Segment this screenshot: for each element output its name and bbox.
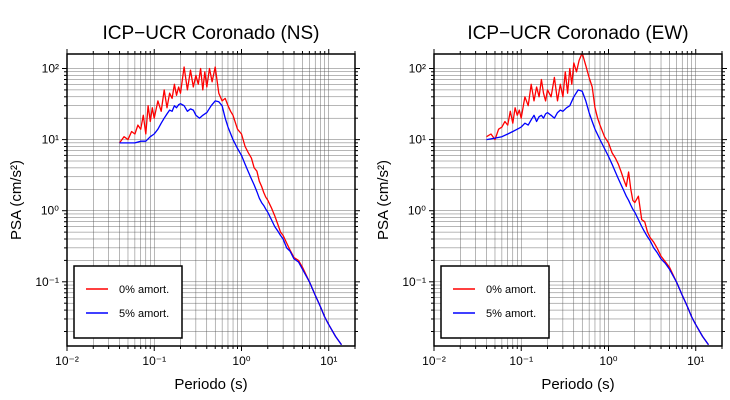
x-tick-label: 10⁻²	[422, 354, 446, 368]
x-axis-label: Periodo (s)	[174, 376, 247, 393]
grid	[67, 54, 355, 346]
y-axis-label: PSA (cm/s²)	[375, 160, 392, 240]
y-tick-label: 10⁰	[41, 204, 59, 218]
y-tick-label: 10⁰	[408, 204, 426, 218]
y-tick-label: 10⁻¹	[402, 275, 426, 289]
plot-frame	[433, 53, 723, 347]
y-axis-label: PSA (cm/s²)	[8, 160, 25, 240]
x-tick-label: 10¹	[687, 354, 704, 368]
legend-label-5pct: 5% amort.	[119, 308, 169, 320]
chart-ns: 10⁻² 10⁻¹ 10⁰ 10¹ 10⁻¹ 10⁰ 10¹ 10² ICP−UCR Coron…	[8, 23, 360, 393]
y-tick-label: 10²	[409, 62, 426, 76]
series-line-5pct	[119, 100, 343, 346]
legend-label-5pct: 5% amort.	[486, 308, 536, 320]
chart-ew: 10⁻² 10⁻¹ 10⁰ 10¹ 10⁻¹ 10⁰ 10¹ 10² ICP−UCR Coron…	[375, 23, 727, 393]
x-tick-label: 10⁻¹	[509, 354, 533, 368]
x-tick-label: 10¹	[320, 354, 337, 368]
series-line-0pct	[118, 66, 343, 346]
x-tick-label: 10⁻¹	[142, 354, 166, 368]
ticks	[62, 49, 360, 351]
x-tick-label: 10⁻²	[55, 354, 79, 368]
ticks	[429, 49, 727, 351]
x-tick-label: 10⁰	[599, 354, 617, 368]
legend-label-0pct: 0% amort.	[486, 284, 536, 296]
x-axis-label: Periodo (s)	[541, 376, 614, 393]
y-tick-label: 10⁻¹	[35, 275, 59, 289]
y-tick-label: 10²	[42, 62, 59, 76]
y-tick-label: 10¹	[42, 133, 59, 147]
chart-title: ICP−UCR Coronado (EW)	[467, 23, 688, 44]
legend: 0% amort. 5% amort.	[440, 265, 550, 339]
legend: 0% amort. 5% amort.	[73, 265, 183, 339]
plot-frame	[66, 53, 356, 347]
grid	[434, 54, 722, 346]
x-tick-label: 10⁰	[232, 354, 250, 368]
legend-box	[440, 265, 550, 339]
legend-box	[73, 265, 183, 339]
series-line-5pct	[486, 89, 710, 346]
chart-title: ICP−UCR Coronado (NS)	[103, 23, 320, 44]
y-tick-label: 10¹	[409, 133, 426, 147]
series-line-0pct	[486, 54, 710, 346]
legend-label-0pct: 0% amort.	[119, 284, 169, 296]
